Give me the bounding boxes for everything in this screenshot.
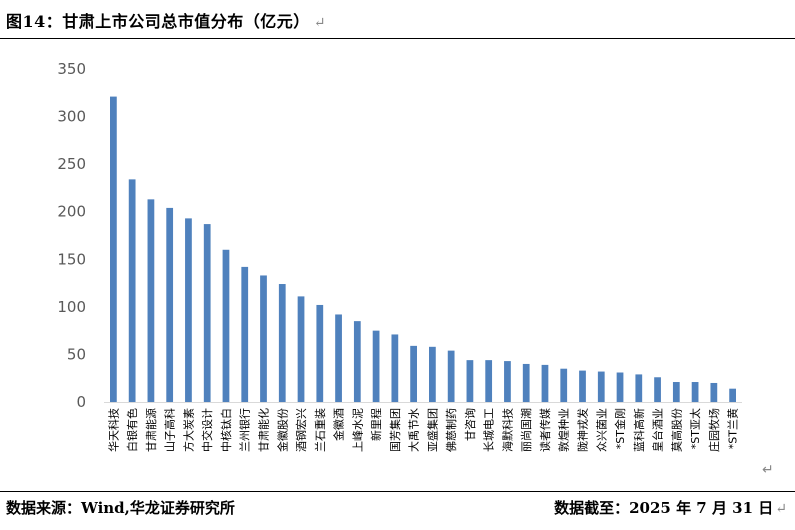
x-tick-label: *ST兰黄 [726, 408, 740, 449]
bar [672, 382, 680, 402]
bar [522, 363, 530, 402]
x-tick-label: 长城电工 [483, 408, 496, 452]
bar [278, 284, 286, 402]
x-tick-label: 海默科技 [500, 408, 514, 452]
return-mark-icon: ↵ [762, 462, 774, 478]
x-tick-label: 方大炭素 [181, 408, 195, 452]
bar [597, 371, 605, 402]
x-tick-label: 亚盛集团 [425, 408, 439, 452]
data-source: 数据来源：Wind,华龙证券研究所 [6, 499, 235, 517]
bar [203, 224, 211, 402]
x-tick-label: 金徽酒 [332, 408, 346, 441]
x-tick-label: *ST金刚 [613, 408, 627, 449]
x-tick-label: 国芳集团 [388, 408, 402, 452]
bar [579, 370, 586, 402]
bar [241, 266, 249, 402]
x-tick-label: 佛慈制药 [444, 408, 458, 452]
bar [185, 218, 192, 402]
x-tick-label: 皇台酒业 [651, 408, 665, 452]
x-tick-label: 蓝科高新 [632, 408, 646, 452]
y-tick-label: 350 [57, 60, 86, 78]
x-tick-label: 金徽股份 [275, 408, 289, 452]
x-tick-label: 山子高科 [163, 408, 177, 452]
x-tick-label: 兰州银行 [238, 408, 252, 452]
x-tick-label: 莫高股份 [669, 408, 683, 452]
y-tick-label: 0 [76, 393, 86, 411]
bar [260, 275, 267, 402]
return-mark-icon: ↵ [313, 15, 327, 31]
x-tick-label: 酒钢宏兴 [294, 408, 308, 452]
bar [710, 382, 718, 402]
data-cutoff: 数据截至：2025 年 7 月 31 日 ↵ [554, 497, 787, 518]
x-tick-label: 敦煌种业 [557, 408, 571, 452]
bar [353, 321, 361, 402]
top-rule [0, 38, 795, 39]
x-tick-label: 大禹节水 [407, 408, 421, 452]
bar [560, 368, 568, 402]
y-tick-label: 300 [57, 108, 86, 126]
x-tick-label: 中交设计 [200, 408, 214, 452]
return-mark-icon: ↵ [775, 501, 787, 517]
bar-chart: 0 50 100 150 200 250 300 350 华天科技 白银有色 甘肃能源 山子高科 方大炭… [57, 60, 742, 452]
bar [504, 361, 511, 402]
x-tick-label: 华天科技 [106, 408, 120, 452]
data-cutoff-text: 数据截至：2025 年 7 月 31 日 [554, 499, 774, 517]
y-tick-label: 100 [57, 298, 86, 316]
y-tick-label: 150 [57, 250, 86, 268]
x-tick-label: 甘肃能化 [257, 408, 271, 452]
x-tick-label: 甘咨询 [463, 408, 477, 441]
bar [391, 334, 399, 402]
bottom-rule [0, 491, 795, 492]
bar [654, 377, 661, 402]
x-tick-label: 白银有色 [125, 408, 139, 452]
bar [466, 360, 474, 402]
y-tick-label: 250 [57, 155, 86, 173]
x-tick-label: 中核钛白 [219, 408, 233, 452]
x-tick-label: 甘肃能源 [144, 408, 158, 452]
bar [691, 382, 699, 402]
figure-title-text: 图14：甘肃上市公司总市值分布（亿元） [6, 12, 310, 31]
x-tick-label: 丽尚国潮 [519, 408, 533, 452]
x-tick-label: 庄园牧场 [707, 408, 721, 452]
bar [128, 179, 136, 402]
bar [297, 296, 305, 402]
x-tick-label: *ST亚太 [689, 408, 702, 449]
figure-title: 图14：甘肃上市公司总市值分布（亿元） ↵ [6, 8, 326, 32]
bar [541, 364, 549, 402]
bar [447, 350, 455, 402]
bar [166, 207, 174, 402]
bar [147, 199, 155, 402]
bar [429, 346, 436, 402]
bar [335, 314, 342, 402]
x-tick-label: 兰石重装 [313, 408, 327, 452]
bar [316, 304, 324, 402]
bar [485, 360, 493, 402]
bar [372, 330, 380, 402]
x-tick-label: 陇神戎发 [576, 408, 590, 452]
bar [729, 388, 736, 402]
x-tick-label: 新里程 [369, 408, 383, 441]
y-tick-label: 200 [57, 203, 86, 221]
bar [110, 96, 117, 402]
x-tick-label: 上峰水泥 [351, 408, 364, 452]
x-tick-label: 众兴菌业 [595, 408, 608, 452]
bar [616, 372, 624, 402]
x-tick-label: 读者传媒 [538, 408, 552, 452]
y-tick-label: 50 [67, 345, 86, 363]
bar [635, 374, 643, 402]
bar [222, 249, 230, 402]
bar [410, 345, 417, 402]
